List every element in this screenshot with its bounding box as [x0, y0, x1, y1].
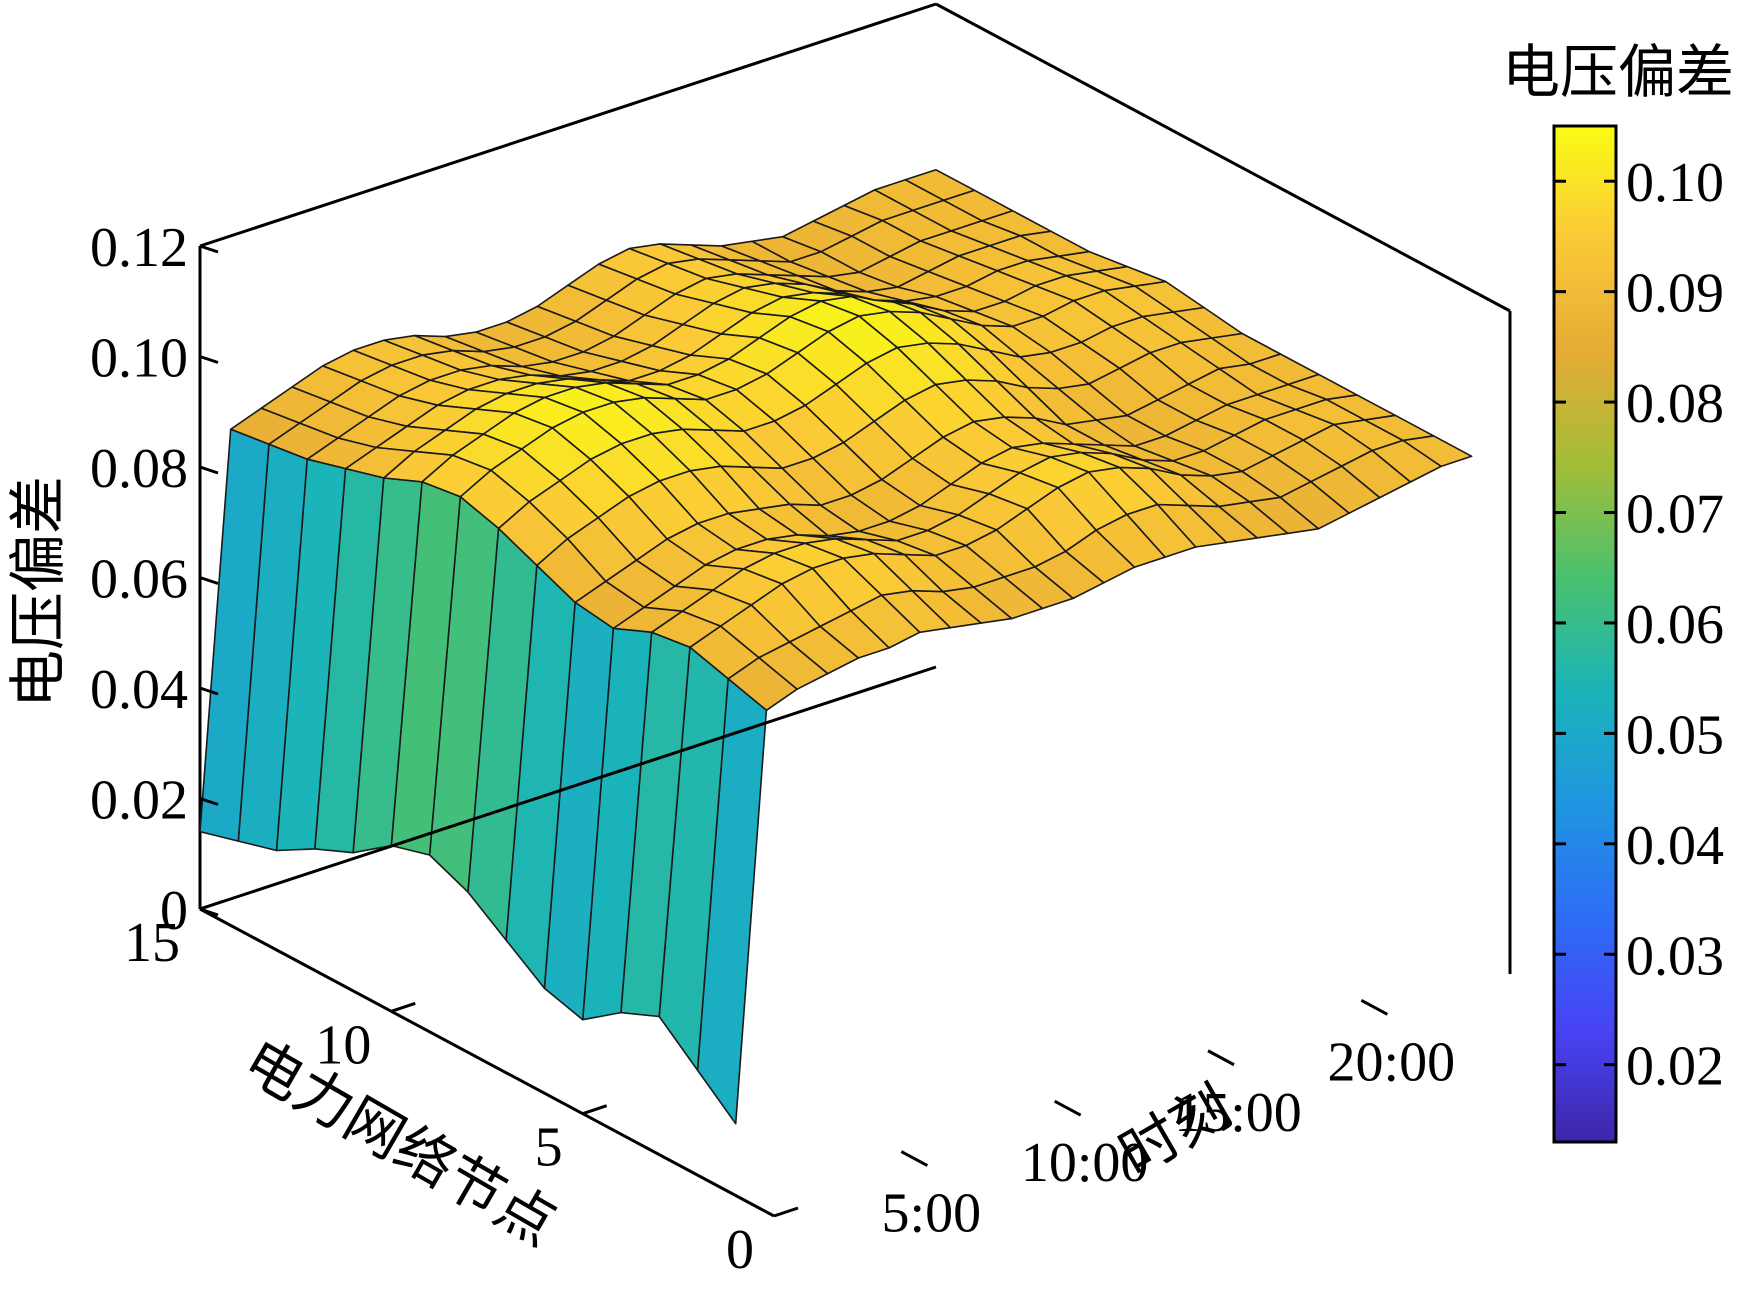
- colorbar-tick-label: 0.03: [1626, 925, 1724, 987]
- z-tick-label: 0.02: [90, 770, 188, 832]
- x-tick-label: 15: [124, 912, 180, 974]
- surface-cell: [199, 428, 270, 842]
- z-tick-mark: [199, 576, 219, 585]
- colorbar-tick-label: 0.10: [1626, 152, 1724, 214]
- z-tick-label: 0.08: [90, 438, 188, 500]
- colorbar: 0.02 0.03 0.04 0.05 0.06 0.07 0.08 0.09 0.10: [1552, 124, 1724, 1144]
- z-tick-mark: [199, 244, 219, 254]
- y-tick-mark: [900, 1150, 929, 1167]
- node-axis-line: [199, 907, 775, 1218]
- x-axis-title: 电力网络节点: [232, 1026, 567, 1259]
- z-tick-mark: [199, 355, 219, 364]
- z-tick-label: 0.12: [90, 217, 188, 279]
- z-tick-label: 0.06: [90, 549, 188, 611]
- axes-box-front: [199, 665, 937, 1218]
- z-tick-mark: [199, 686, 219, 696]
- y-tick-mark: [1360, 999, 1389, 1016]
- x-tick-mark: [582, 1104, 608, 1116]
- z-tick-label: 0.04: [90, 659, 188, 721]
- colorbar-tick-label: 0.02: [1626, 1036, 1724, 1098]
- z-tick-label: 0.10: [90, 328, 188, 390]
- axis-ticks: 0 0.02 0.04 0.06 0.08 0.10 0.12 0 5 10 15 5:00 10:00…: [90, 217, 1455, 1281]
- y-tick-mark: [1207, 1049, 1235, 1067]
- colorbar-tick-label: 0.04: [1626, 815, 1724, 877]
- colorbar-title: 电压偏差: [1502, 38, 1734, 106]
- z-tick-mark: [199, 797, 219, 806]
- z-tick-label: 0: [160, 880, 188, 942]
- colorbar-scale: [1552, 124, 1618, 1144]
- x-tick-label: 0: [726, 1219, 754, 1281]
- box-top-right-edge: [935, 2, 1511, 313]
- colorbar-tick-label: 0.09: [1626, 263, 1724, 325]
- x-tick-label: 10: [315, 1014, 371, 1076]
- colorbar-tick-label: 0.07: [1626, 484, 1724, 546]
- time-axis-line: [199, 665, 937, 911]
- x-tick-mark: [773, 1206, 799, 1218]
- y-tick-label: 15:00: [1174, 1082, 1302, 1144]
- colorbar-tick-label: 0.06: [1626, 594, 1724, 656]
- surface-mesh: [199, 169, 1473, 1125]
- z-axis-title: 电压偏差: [4, 476, 72, 708]
- y-tick-label: 20:00: [1328, 1031, 1456, 1093]
- z-tick-mark: [199, 907, 219, 917]
- y-tick-mark: [1053, 1099, 1082, 1117]
- x-tick-mark: [390, 1001, 416, 1013]
- x-tick-mark: [199, 899, 225, 911]
- y-tick-label: 10:00: [1021, 1132, 1149, 1194]
- x-tick-label: 5: [535, 1117, 563, 1179]
- colorbar-tick-label: 0.05: [1626, 704, 1724, 766]
- colorbar-tick-label: 0.08: [1626, 373, 1724, 435]
- z-tick-mark: [199, 465, 219, 475]
- box-top-back-edge: [199, 2, 937, 248]
- y-tick-label: 5:00: [882, 1183, 982, 1245]
